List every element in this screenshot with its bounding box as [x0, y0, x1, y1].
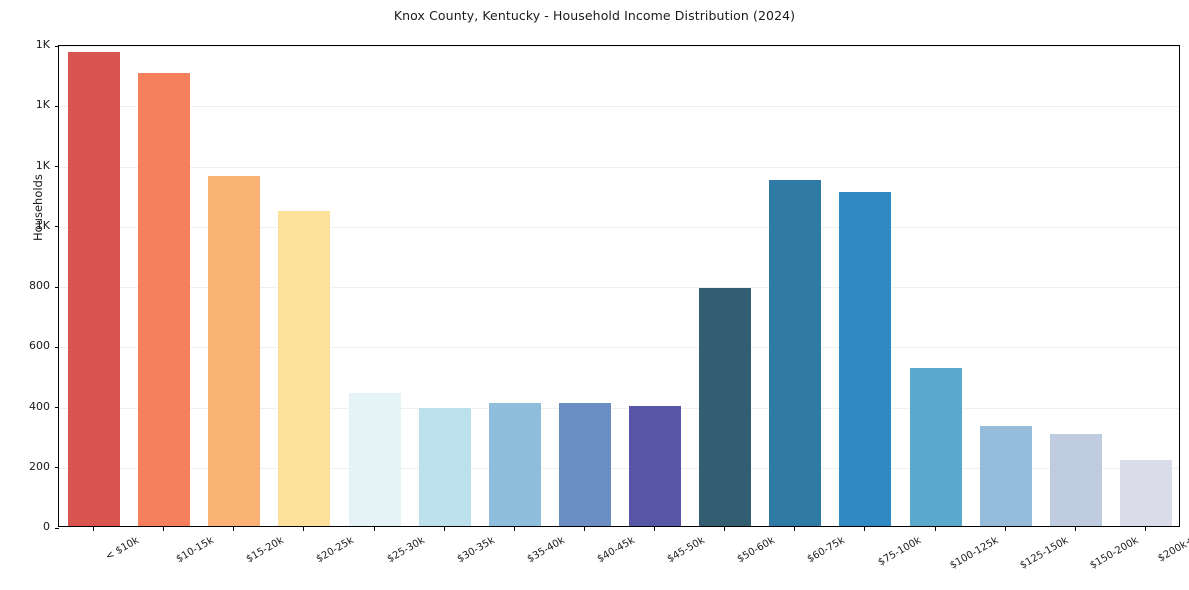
- x-axis-tick-label: $150-200k: [1088, 535, 1141, 572]
- y-axis-tick-label: 1K: [35, 218, 50, 232]
- y-axis-tick-label: 400: [29, 399, 50, 413]
- bar[interactable]: [629, 405, 681, 526]
- x-axis-tick-mark: [93, 527, 95, 531]
- x-axis-tick-label: $50-60k: [735, 535, 777, 566]
- y-axis-tick: 0: [0, 520, 59, 533]
- bar[interactable]: [348, 393, 401, 526]
- y-axis-tick-label: 600: [29, 339, 50, 353]
- bar[interactable]: [488, 402, 541, 526]
- bar[interactable]: [138, 72, 191, 526]
- bar[interactable]: [769, 179, 822, 526]
- x-axis-tick-mark: [583, 527, 585, 531]
- bar[interactable]: [979, 426, 1032, 526]
- x-axis-tick-mark: [233, 527, 235, 531]
- y-axis-tick-mark: [55, 45, 59, 47]
- x-axis-tick-mark: [654, 527, 656, 531]
- x-axis-tick-label: $40-45k: [595, 535, 637, 566]
- y-axis-tick-label: 1K: [35, 98, 50, 112]
- y-axis-tick: 1K: [0, 98, 59, 111]
- plot-area: Households 0 200 400 600 800 1K 1K 1K 1K: [29, 38, 1180, 533]
- x-axis-tick-label: $25-30k: [385, 535, 427, 566]
- y-axis-tick: 800: [0, 279, 59, 292]
- x-axis-tick-mark: [1144, 527, 1146, 531]
- x-axis-tick-mark: [443, 527, 445, 531]
- y-axis-tick: 200: [0, 460, 59, 473]
- bar[interactable]: [1119, 460, 1172, 526]
- y-axis-tick-mark: [55, 527, 59, 529]
- y-axis-tick: 600: [0, 339, 59, 352]
- bar[interactable]: [909, 367, 962, 526]
- y-axis-tick: 1K: [0, 38, 59, 51]
- x-axis-tick-mark: [163, 527, 165, 531]
- y-axis-tick-label: 200: [29, 459, 50, 473]
- x-axis-tick-label: $60-75k: [805, 535, 848, 566]
- y-axis-tick-mark: [55, 226, 59, 228]
- bars-layer: [59, 46, 1179, 526]
- chart-title: Knox County, Kentucky - Household Income…: [393, 8, 796, 23]
- x-axis-tick-label: $45-50k: [665, 535, 707, 566]
- x-axis-tick-mark: [1004, 527, 1006, 531]
- y-axis-tick: 400: [0, 400, 59, 413]
- x-axis-tick-label: $20-25k: [314, 535, 357, 566]
- bar[interactable]: [839, 192, 892, 526]
- x-axis: < $10k $10-15k $15-20k $20-25k $25-30k $30-35…: [58, 527, 1189, 587]
- y-axis-tick-mark: [55, 166, 59, 167]
- x-axis-tick-mark: [513, 527, 515, 531]
- x-axis-tick-mark: [1074, 527, 1076, 531]
- x-axis-tick-label: $10-15k: [174, 535, 216, 566]
- bar[interactable]: [1049, 434, 1102, 526]
- x-axis-tick-mark: [373, 527, 375, 531]
- x-axis-tick-label: $30-35k: [455, 535, 497, 566]
- x-axis-tick-mark: [794, 527, 796, 531]
- x-axis-tick-mark: [303, 527, 305, 531]
- x-axis-tick-label: $200k+: [1156, 535, 1189, 565]
- y-axis-tick-mark: [55, 467, 59, 469]
- bar[interactable]: [699, 287, 752, 526]
- bar[interactable]: [208, 175, 261, 526]
- y-axis-tick-label: 1K: [35, 158, 50, 172]
- y-axis-tick-label: 800: [29, 279, 50, 292]
- x-axis-tick-label: $35-40k: [525, 535, 567, 566]
- bar[interactable]: [418, 407, 471, 526]
- x-axis-tick-mark: [934, 527, 936, 531]
- y-axis-tick-mark: [55, 346, 59, 348]
- y-axis-tick-label: 0: [43, 520, 50, 533]
- x-axis-tick-label: $75-100k: [876, 535, 924, 569]
- x-axis-tick-label: $125-150k: [1017, 535, 1071, 572]
- x-axis-tick-mark: [724, 527, 726, 531]
- y-axis-tick-mark: [55, 105, 59, 107]
- bar[interactable]: [68, 52, 120, 526]
- x-axis-tick-label: $15-20k: [244, 535, 287, 566]
- bar[interactable]: [278, 210, 331, 526]
- x-axis-tick-label: $100-125k: [947, 535, 1000, 572]
- y-axis-tick: 1K: [0, 159, 59, 172]
- y-axis-tick-mark: [55, 286, 59, 288]
- x-axis-tick-mark: [864, 527, 866, 531]
- y-axis-tick-mark: [55, 407, 59, 408]
- bar[interactable]: [558, 403, 611, 526]
- y-axis-tick-label: 1K: [35, 38, 50, 51]
- x-axis-tick-label: < $10k: [103, 535, 141, 563]
- y-axis-tick: 1K: [0, 219, 59, 232]
